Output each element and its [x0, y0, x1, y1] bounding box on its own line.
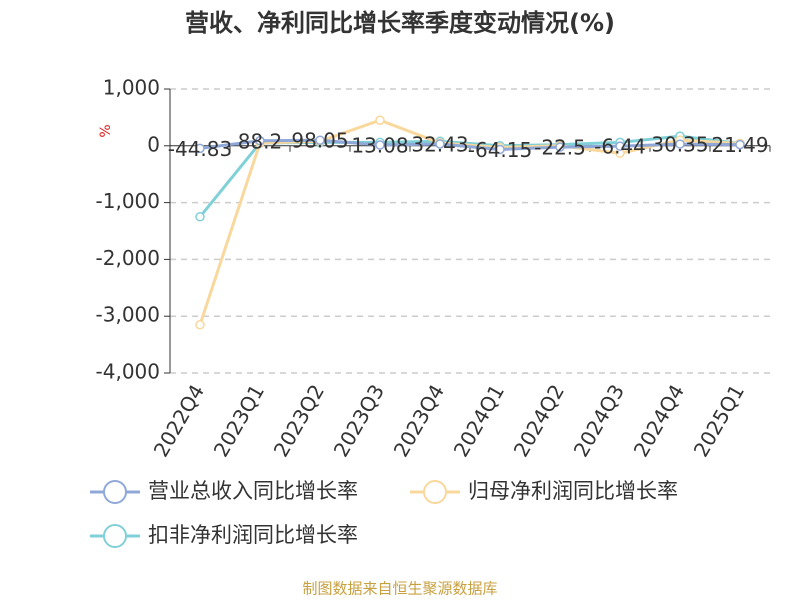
legend-label: 营业总收入同比增长率	[148, 479, 358, 503]
data-point	[375, 140, 385, 150]
series-line	[199, 138, 741, 151]
y-tick-label: 0	[147, 132, 160, 156]
legend-label: 归母净利润同比增长率	[468, 479, 678, 503]
x-tick-label: 2023Q4	[389, 380, 449, 461]
data-label: 21.49	[711, 133, 768, 157]
legend-marker	[103, 480, 127, 504]
x-tick-label: 2024Q3	[569, 380, 629, 461]
legend-marker	[103, 524, 127, 548]
y-tick-label: 1,000	[103, 76, 160, 100]
data-label: -64.15	[468, 138, 532, 162]
data-label: -6.44	[594, 135, 646, 159]
x-tick-label: 2022Q4	[149, 380, 209, 461]
data-label: 13.08	[351, 134, 408, 158]
chart-title: 营收、净利同比增长率季度变动情况(%)	[185, 9, 615, 37]
data-point	[735, 139, 745, 150]
x-tick-label: 2024Q2	[509, 380, 569, 461]
x-tick-label: 2023Q3	[329, 380, 389, 461]
source-note: 制图数据来自恒生聚源数据库	[302, 580, 497, 598]
data-point	[675, 139, 685, 149]
data-label: 30.35	[651, 133, 708, 157]
y-tick-label: -1,000	[96, 189, 160, 213]
data-point	[375, 115, 385, 125]
y-tick-label: -4,000	[96, 360, 160, 384]
x-tick-label: 2023Q2	[269, 380, 329, 461]
data-point	[555, 142, 565, 152]
y-tick-label: -2,000	[96, 246, 160, 270]
x-tick-label: 2024Q1	[449, 380, 509, 461]
x-tick-label: 2025Q1	[689, 380, 749, 461]
data-point	[195, 143, 205, 154]
legend-label: 扣非净利润同比增长率	[148, 523, 358, 547]
y-tick-label: -3,000	[96, 303, 160, 327]
data-point	[315, 135, 325, 145]
data-point	[195, 319, 205, 330]
data-point	[255, 136, 265, 146]
x-tick-label: 2024Q4	[629, 380, 689, 461]
y-axis-label: %	[98, 124, 114, 137]
x-tick-label: 2023Q1	[209, 380, 269, 461]
data-label: 98.05	[291, 129, 348, 153]
data-label: 88.2	[238, 129, 283, 153]
legend-marker	[423, 480, 447, 504]
data-label: -44.83	[168, 137, 232, 161]
data-point	[195, 212, 205, 222]
data-point	[615, 141, 625, 151]
data-label: -22.5	[534, 136, 586, 160]
data-point	[495, 144, 505, 155]
data-point	[435, 139, 445, 149]
data-label: 32.43	[411, 132, 468, 156]
